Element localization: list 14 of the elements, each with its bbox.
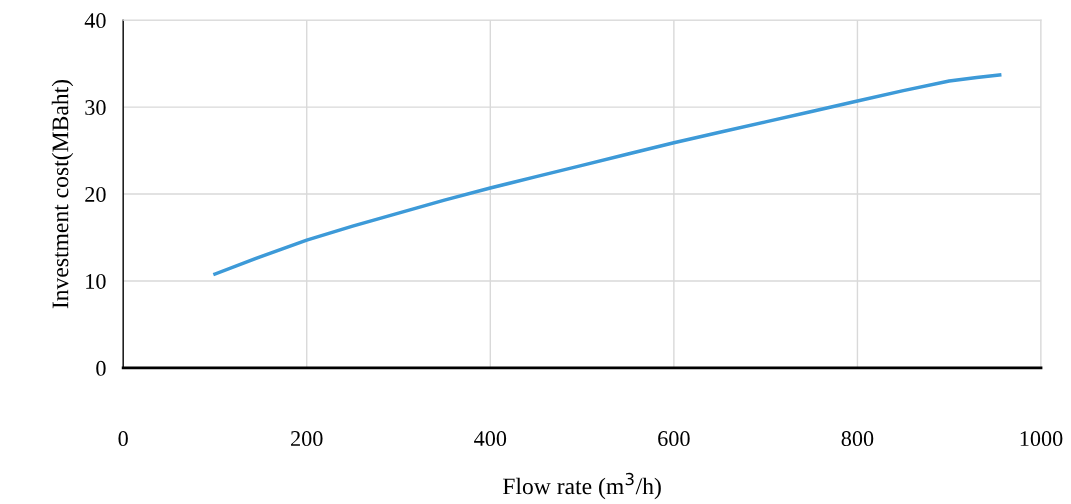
line-series — [213, 73, 1002, 276]
x-axis-title: Flow rate (m$^{3}$/h) — [502, 472, 661, 500]
y-tick-label: 0 — [96, 360, 106, 376]
y-tick-label: 40 — [84, 13, 106, 29]
x-tick-label: 400 — [474, 431, 507, 447]
y-tick-label: 30 — [85, 100, 106, 116]
x-tick-label: 600 — [658, 431, 690, 447]
y-tick-label: 10 — [86, 273, 106, 289]
y-tick-label: 20 — [85, 186, 106, 202]
x-tick-label: 800 — [841, 431, 874, 447]
x-tick-label: 1000 — [1020, 431, 1063, 447]
x-tick-label: 0 — [118, 431, 128, 447]
x-tick-label: 200 — [291, 431, 323, 447]
y-axis-title: Investment cost(MBaht) — [51, 80, 74, 309]
